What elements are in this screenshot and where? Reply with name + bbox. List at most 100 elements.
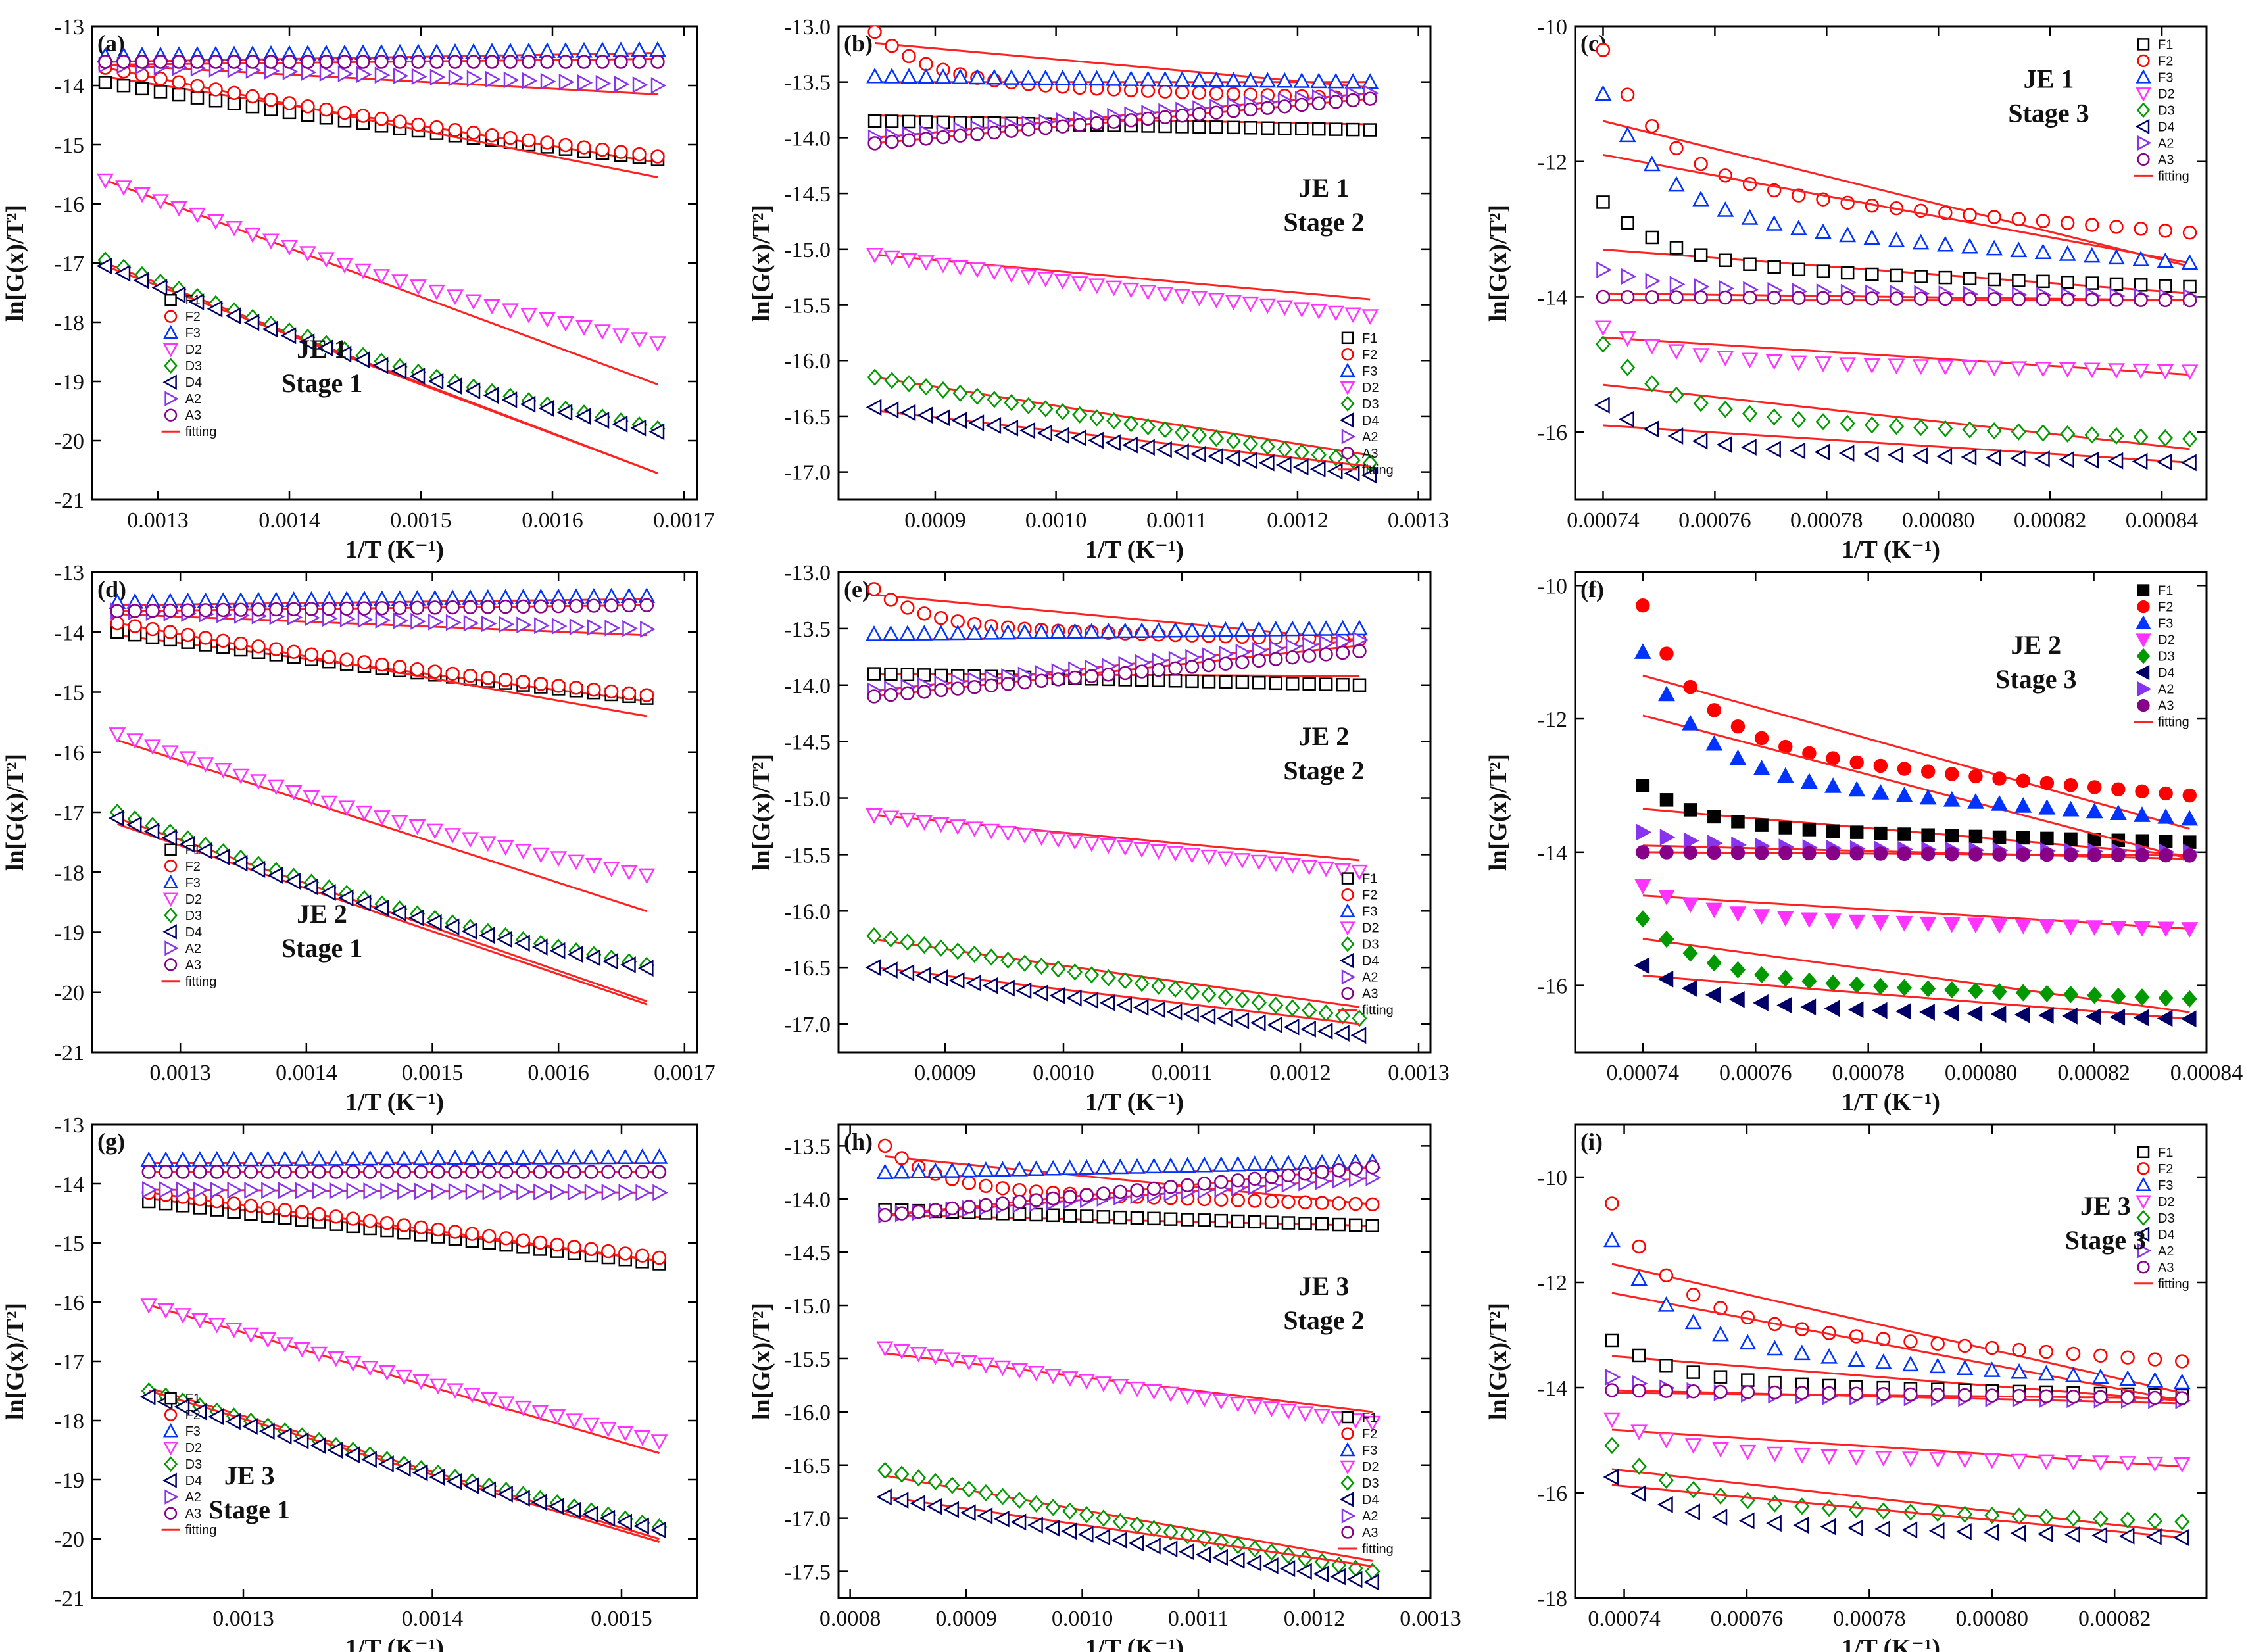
legend-label: D3	[1362, 938, 1379, 952]
data-point-A3	[1767, 291, 1782, 305]
data-point-A3	[498, 599, 513, 614]
x-axis-title: 1/T (K⁻¹)	[1842, 536, 1940, 564]
data-point-F2	[618, 1246, 633, 1261]
data-point-F3	[969, 68, 986, 85]
data-point-F3	[174, 1151, 191, 1167]
data-point-D4	[191, 1403, 207, 1421]
legend-marker-D2	[2136, 87, 2151, 102]
data-point-F3	[2132, 251, 2150, 266]
x-tick-label: 0.0017	[653, 508, 715, 533]
data-point-D4	[1956, 1523, 1972, 1540]
y-tick-label: -17.0	[784, 461, 831, 485]
data-point-A3	[1184, 660, 1200, 674]
series-D4	[96, 257, 665, 474]
data-point-D2	[1983, 1453, 2001, 1469]
y-tick-label: -12	[1538, 151, 1567, 175]
data-point-A2	[558, 73, 575, 91]
data-point-A3	[2182, 293, 2197, 308]
legend-label: F2	[1362, 1427, 1377, 1442]
data-point-F3	[1293, 72, 1311, 88]
data-point-D2	[1208, 293, 1225, 308]
data-point-D4	[143, 823, 160, 840]
data-point-D2	[115, 180, 132, 196]
data-point-F2	[569, 681, 583, 695]
data-point-D3	[1848, 1501, 1864, 1518]
data-point-D3	[1067, 963, 1083, 981]
data-point-F2	[1920, 764, 1936, 779]
panel-b: 0.0009 0.0010 0.0011 0.0012 0.0013-13.0-13.5…	[748, 15, 1449, 564]
fitting-line-F2	[1642, 674, 2190, 830]
data-point-A3	[135, 55, 149, 69]
data-point-D2	[191, 1313, 208, 1329]
legend-marker-F3	[162, 324, 179, 339]
legend-label: D2	[1362, 381, 1379, 395]
data-point-F2	[1636, 598, 1650, 613]
data-point-A3	[429, 55, 444, 69]
data-point-F3	[650, 1148, 668, 1164]
data-point-F3	[1105, 70, 1123, 86]
data-point-A3	[1985, 1388, 1999, 1403]
data-point-F2	[2135, 784, 2149, 799]
data-point-F2	[635, 1248, 650, 1263]
data-point-F2	[392, 660, 407, 674]
data-point-F2	[208, 82, 223, 97]
data-point-D4	[1684, 1503, 1701, 1521]
series-F2	[867, 26, 1377, 106]
data-point-D4	[1145, 1537, 1161, 1555]
data-point-D4	[391, 362, 407, 379]
data-point-D4	[948, 972, 965, 989]
data-point-F1	[1865, 267, 1879, 281]
data-point-D4	[910, 1495, 925, 1512]
data-point-F3	[965, 624, 983, 640]
data-point-D2	[1705, 902, 1723, 919]
data-point-D2	[1313, 1408, 1331, 1424]
data-point-F3	[327, 1150, 345, 1166]
data-point-D4	[1912, 447, 1928, 464]
data-point-F1	[1063, 1209, 1077, 1223]
data-point-D4	[1309, 460, 1326, 478]
data-point-D4	[1936, 448, 1953, 465]
data-point-A2	[595, 74, 612, 92]
annotation-text: Stage 3	[1995, 664, 2076, 694]
annotation-text: Stage 1	[281, 933, 362, 963]
data-point-D3	[2011, 1507, 2027, 1525]
data-point-D4	[1111, 1532, 1127, 1549]
data-point-A3	[883, 687, 898, 702]
data-point-D4	[1738, 1512, 1755, 1530]
data-point-D3	[2120, 1511, 2136, 1529]
data-point-D2	[1276, 300, 1294, 316]
data-point-D4	[1814, 443, 1830, 461]
data-point-A3	[1596, 289, 1611, 304]
data-point-A3	[1046, 1191, 1060, 1206]
data-point-D3	[1251, 994, 1267, 1011]
series-F3	[866, 67, 1379, 89]
data-point-A3	[618, 1165, 633, 1179]
data-point-A3	[1636, 845, 1650, 860]
x-tick-label: 0.0015	[402, 1061, 464, 1085]
data-point-D4	[1241, 452, 1257, 470]
data-point-A3	[1056, 119, 1070, 134]
data-point-D2	[1765, 354, 1783, 370]
legend-label: D3	[2158, 1211, 2175, 1226]
annotation-text: JE 2	[1299, 721, 1350, 751]
data-point-D4	[310, 1437, 326, 1454]
data-point-D4	[585, 949, 601, 967]
data-point-D3	[933, 939, 949, 957]
data-point-A3	[414, 1165, 428, 1179]
data-point-D4	[1800, 998, 1817, 1016]
data-point-F3	[1044, 1159, 1062, 1176]
data-point-A3	[1920, 846, 1936, 862]
data-point-D2	[1037, 272, 1054, 287]
data-point-F1	[1767, 260, 1781, 274]
legend-marker-A3	[164, 1507, 178, 1520]
data-point-A3	[540, 55, 554, 69]
data-point-D2	[391, 274, 408, 290]
data-point-F3	[1668, 176, 1685, 192]
data-point-F2	[379, 1216, 395, 1230]
data-point-A3	[1252, 653, 1267, 668]
data-point-D3	[1659, 930, 1674, 948]
data-point-D4	[108, 810, 124, 827]
data-point-D4	[285, 873, 301, 890]
data-point-F3	[1815, 223, 1832, 239]
data-point-F1	[1719, 253, 1732, 268]
